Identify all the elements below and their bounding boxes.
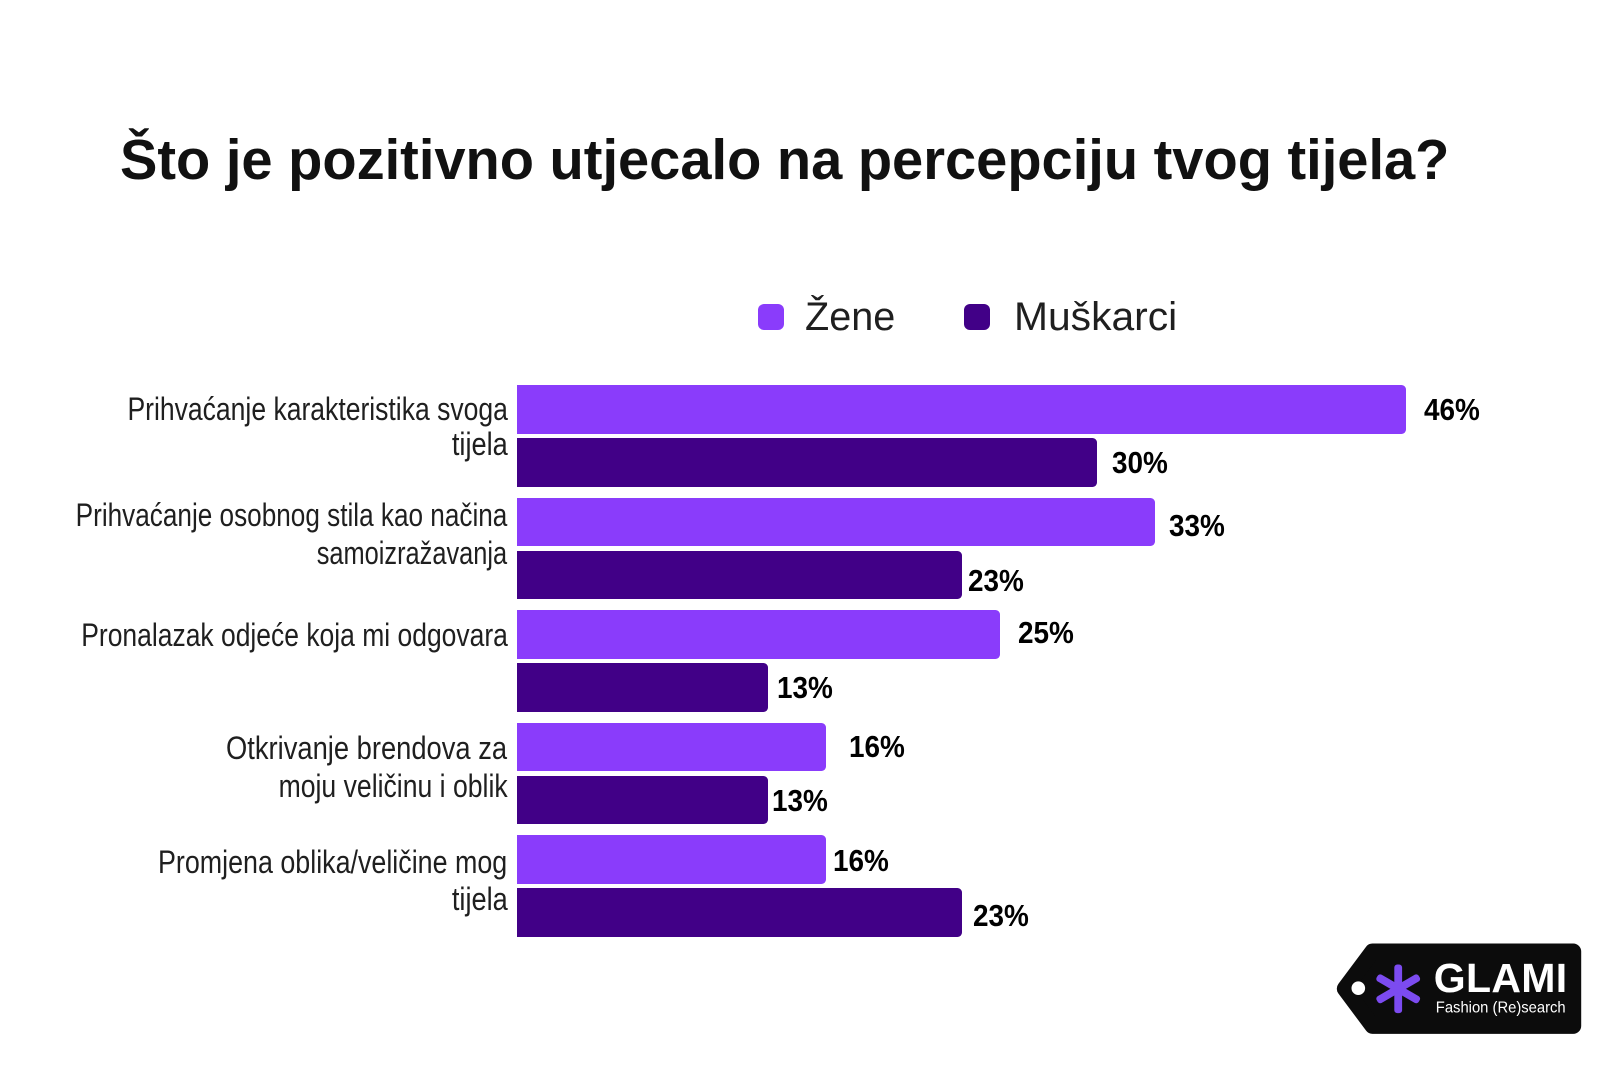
svg-text:Fashion (Re)search: Fashion (Re)search	[1436, 999, 1566, 1016]
svg-text:GLAMI: GLAMI	[1434, 955, 1568, 1001]
